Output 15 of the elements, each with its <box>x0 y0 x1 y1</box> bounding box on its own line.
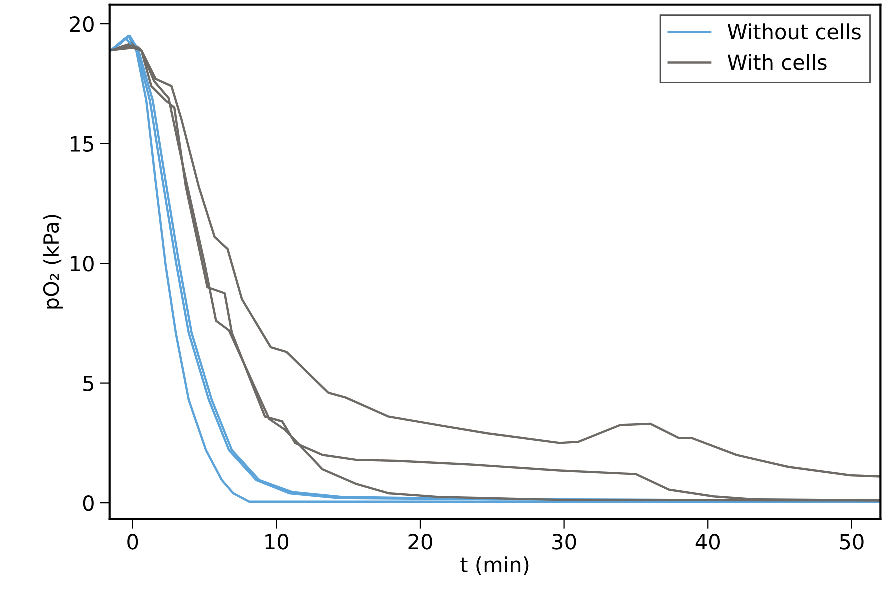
x-tick-label: 0 <box>128 534 138 550</box>
y-tick-label: 20 <box>70 16 94 32</box>
y-tick-label: 10 <box>71 256 94 272</box>
legend-label: With cells <box>728 54 827 70</box>
y-tick-label: 5 <box>84 376 94 392</box>
x-tick-label: 10 <box>266 534 289 550</box>
x-axis-title: t (min) <box>460 556 529 576</box>
x-tick-label: 40 <box>696 534 720 550</box>
y-axis-title: pO₂ (kPa) <box>43 215 64 309</box>
y-tick-label: 15 <box>71 136 94 152</box>
x-tick-label: 50 <box>840 534 864 550</box>
legend-label: Without cells <box>728 24 861 40</box>
y-tick-label: 0 <box>83 496 94 512</box>
x-tick-label: 20 <box>408 534 432 550</box>
x-tick-label: 30 <box>552 534 576 550</box>
